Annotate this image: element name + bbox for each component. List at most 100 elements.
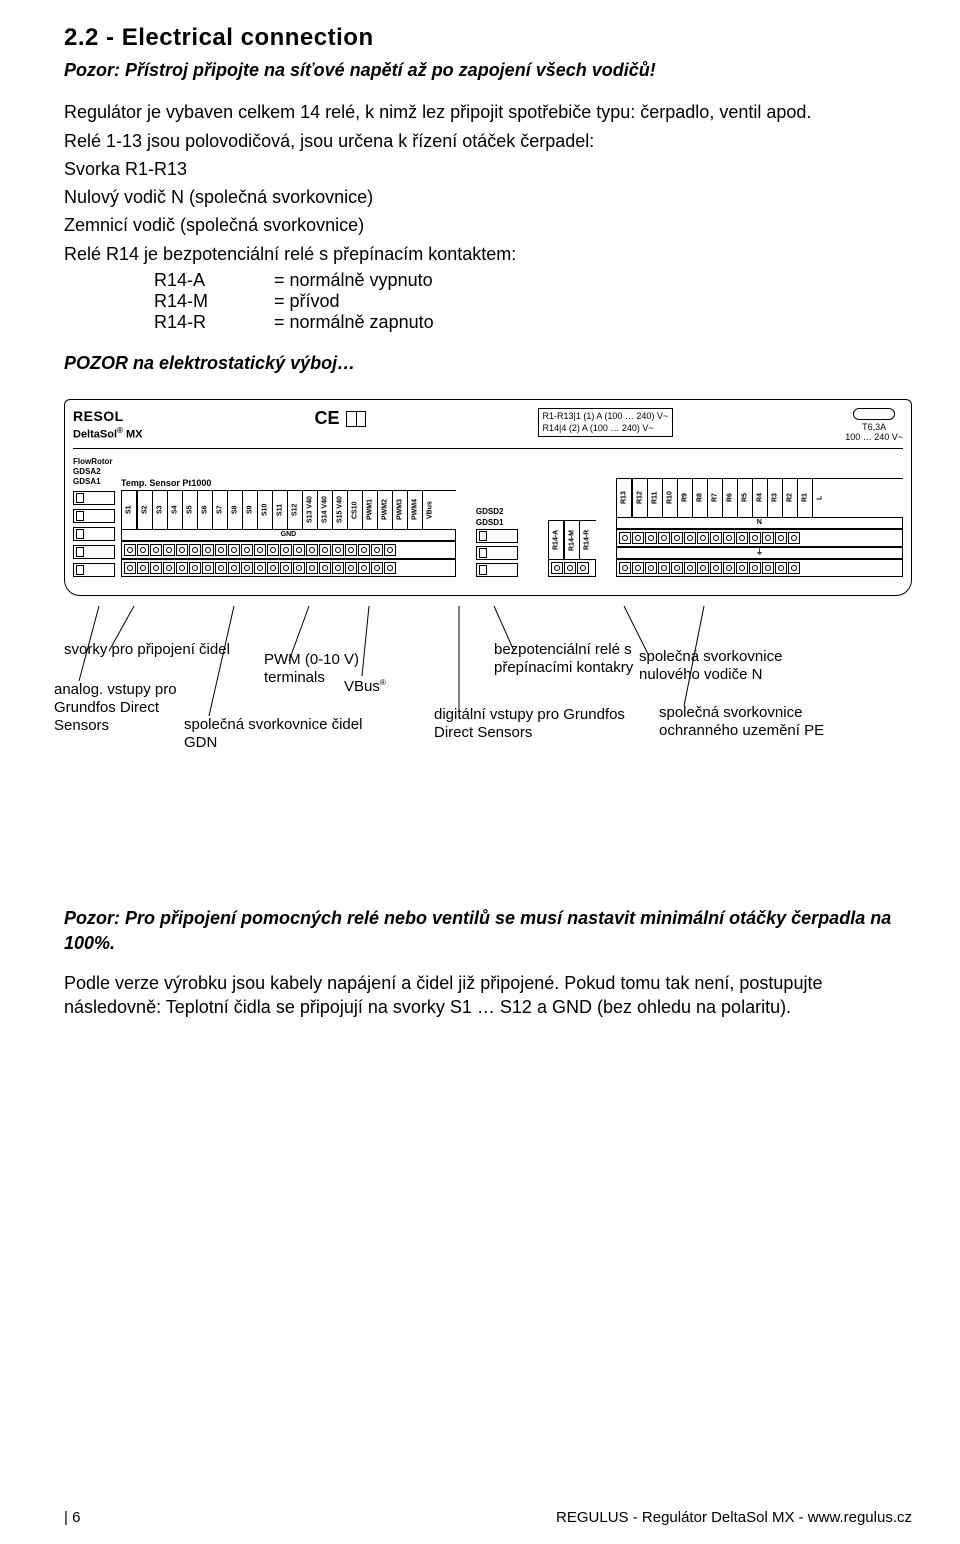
r14m-val: = přívod bbox=[274, 291, 340, 312]
warning-esd: POZOR na elektrostatický výboj… bbox=[64, 351, 912, 375]
section-title: 2.2 - Electrical connection bbox=[64, 24, 912, 52]
fuse-label: T6,3A 100 … 240 V~ bbox=[845, 408, 903, 442]
screw-terminal bbox=[202, 544, 214, 556]
r14r-val: = normálně zapnuto bbox=[274, 312, 434, 333]
screw-terminal bbox=[577, 562, 589, 574]
screw-terminal bbox=[306, 562, 318, 574]
gdsd1-label: GDSD1 bbox=[476, 518, 528, 527]
screw-terminal bbox=[124, 544, 136, 556]
r14r-key: R14-R bbox=[154, 312, 274, 333]
terminal-label: S10 bbox=[257, 491, 272, 529]
screw-terminal bbox=[189, 562, 201, 574]
screw-terminal bbox=[163, 562, 175, 574]
screw-terminal bbox=[736, 562, 748, 574]
terminal-label: R13 bbox=[616, 479, 632, 517]
terminal-label: S6 bbox=[197, 491, 212, 529]
screw-terminal bbox=[384, 544, 396, 556]
para-r14: Relé R14 je bezpotenciální relé s přepín… bbox=[64, 242, 912, 266]
relay-ratings: R1-R13|1 (1) A (100 … 240) V~ R14|4 (2) … bbox=[538, 408, 674, 437]
flowrotor-label: FlowRotor bbox=[73, 457, 115, 466]
gdsa2-label: GDSA2 bbox=[73, 467, 115, 476]
callout-n-strip: společná svorkovnice nulového vodiče N bbox=[639, 648, 829, 684]
diagram-callouts: svorky pro připojení čidel analog. vstup… bbox=[64, 606, 912, 766]
footer-text: REGULUS - Regulátor DeltaSol MX - www.re… bbox=[556, 1509, 912, 1526]
screw-terminal bbox=[632, 562, 644, 574]
terminal-label: S11 bbox=[272, 491, 287, 529]
screw-terminal bbox=[710, 532, 722, 544]
screw-terminal bbox=[280, 562, 292, 574]
terminal-label: R11 bbox=[647, 479, 662, 517]
terminal-label: S3 bbox=[152, 491, 167, 529]
screw-terminal bbox=[697, 562, 709, 574]
screw-terminal bbox=[371, 562, 383, 574]
left-ports: FlowRotor GDSA2 GDSA1 bbox=[73, 457, 115, 577]
screw-terminal bbox=[267, 562, 279, 574]
r14a-val: = normálně vypnuto bbox=[274, 270, 433, 291]
terminal-label: S12 bbox=[287, 491, 302, 529]
callout-gdn: společná svorkovnice čidel GDN bbox=[184, 716, 374, 752]
terminal-label: R9 bbox=[677, 479, 692, 517]
para-relays-1-13: Relé 1-13 jsou polovodičová, jsou určena… bbox=[64, 129, 912, 153]
r14a-key: R14-A bbox=[154, 270, 274, 291]
screw-terminal bbox=[684, 532, 696, 544]
para-terminal: Svorka R1-R13 bbox=[64, 157, 912, 181]
terminal-label: S15 V40 bbox=[332, 491, 347, 529]
screw-terminal bbox=[150, 562, 162, 574]
screw-terminal bbox=[762, 532, 774, 544]
screw-terminal bbox=[202, 562, 214, 574]
manual-icon bbox=[346, 411, 366, 427]
terminal-label: R14-M bbox=[564, 521, 579, 559]
terminal-label: S9 bbox=[242, 491, 257, 529]
terminal-label: R4 bbox=[752, 479, 767, 517]
brand-logo: RESOL bbox=[73, 408, 142, 424]
callout-r14: bezpotenciální relé s přepínacími kontak… bbox=[494, 641, 654, 677]
screw-terminal bbox=[671, 562, 683, 574]
screw-terminal bbox=[551, 562, 563, 574]
screw-terminal bbox=[736, 532, 748, 544]
terminal-label: R12 bbox=[632, 479, 647, 517]
screw-terminal bbox=[762, 562, 774, 574]
page-number: 6 bbox=[72, 1509, 80, 1526]
screw-terminal bbox=[658, 532, 670, 544]
terminal-label: S2 bbox=[137, 491, 152, 529]
screw-terminal bbox=[228, 544, 240, 556]
screw-terminal bbox=[163, 544, 175, 556]
terminal-label: R10 bbox=[662, 479, 677, 517]
terminal-label: S1 bbox=[121, 491, 137, 529]
gnd-bar: GND bbox=[121, 529, 456, 541]
ce-mark: CE bbox=[315, 408, 340, 429]
screw-terminal bbox=[150, 544, 162, 556]
screw-terminal bbox=[684, 562, 696, 574]
screw-terminal bbox=[749, 562, 761, 574]
r14m-key: R14-M bbox=[154, 291, 274, 312]
terminal-diagram: RESOL DeltaSol® MX CE R1-R13|1 (1) A (10… bbox=[64, 399, 912, 766]
terminal-label: PWM4 bbox=[407, 491, 422, 529]
screw-terminal bbox=[384, 562, 396, 574]
screw-terminal bbox=[358, 562, 370, 574]
r14-definitions: R14-A= normálně vypnuto R14-M= přívod R1… bbox=[154, 270, 912, 333]
callout-sensor-terminals: svorky pro připojení čidel bbox=[64, 641, 230, 659]
screw-terminal bbox=[293, 544, 305, 556]
terminal-label: L bbox=[812, 479, 827, 517]
pe-bar: ⏚ bbox=[616, 547, 903, 559]
screw-terminal bbox=[332, 562, 344, 574]
gdsa1-label: GDSA1 bbox=[73, 477, 115, 486]
terminal-label: VBus bbox=[422, 491, 437, 529]
gdsd2-label: GDSD2 bbox=[476, 507, 528, 516]
screw-terminal bbox=[671, 532, 683, 544]
page-footer: 6 REGULUS - Regulátor DeltaSol MX - www.… bbox=[64, 1509, 912, 1526]
terminal-label: S5 bbox=[182, 491, 197, 529]
screw-terminal bbox=[788, 562, 800, 574]
terminal-label: CS10 bbox=[347, 491, 362, 529]
para-wiring-note: Podle verze výrobku jsou kabely napájení… bbox=[64, 971, 912, 1020]
callout-vbus: VBus® bbox=[344, 678, 386, 696]
screw-terminal bbox=[775, 562, 787, 574]
terminal-label: R14-R bbox=[579, 521, 594, 559]
warning-connect-after-wiring: Pozor: Přístroj připojte na síťové napět… bbox=[64, 58, 912, 82]
screw-terminal bbox=[137, 544, 149, 556]
brand-model: DeltaSol® MX bbox=[73, 426, 142, 441]
screw-terminal bbox=[293, 562, 305, 574]
screw-terminal bbox=[710, 562, 722, 574]
terminal-label: R3 bbox=[767, 479, 782, 517]
screw-terminal bbox=[358, 544, 370, 556]
